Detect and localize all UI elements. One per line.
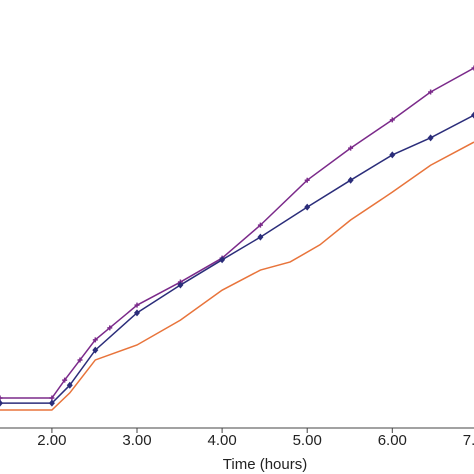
marker: [348, 145, 354, 151]
marker: [0, 399, 3, 407]
marker: [471, 65, 474, 71]
marker: [257, 233, 264, 241]
marker: [304, 177, 310, 183]
line: [0, 67, 474, 399]
x-tick-label: 4.00: [208, 432, 237, 449]
x-tick-label: 7.00: [463, 432, 474, 449]
x-tick-label: 2.00: [37, 432, 66, 449]
marker: [77, 357, 83, 363]
marker: [471, 111, 474, 119]
marker: [107, 325, 113, 331]
marker: [48, 399, 55, 407]
marker: [92, 337, 98, 343]
x-axis-title: Time (hours): [223, 456, 307, 473]
x-tick-label: 5.00: [293, 432, 322, 449]
marker: [92, 346, 99, 354]
marker: [427, 134, 434, 142]
marker: [257, 222, 263, 228]
marker: [66, 381, 73, 389]
marker: [389, 117, 395, 123]
marker: [304, 203, 311, 211]
marker: [62, 377, 68, 383]
marker: [177, 281, 184, 289]
marker: [219, 256, 226, 264]
marker: [134, 309, 141, 317]
marker: [347, 176, 354, 184]
marker: [134, 302, 140, 308]
line: [0, 114, 474, 404]
x-tick-label: 6.00: [378, 432, 407, 449]
line: [0, 141, 474, 411]
marker: [428, 89, 434, 95]
marker: [389, 151, 396, 159]
marker: [0, 395, 3, 401]
x-tick-label: 3.00: [122, 432, 151, 449]
